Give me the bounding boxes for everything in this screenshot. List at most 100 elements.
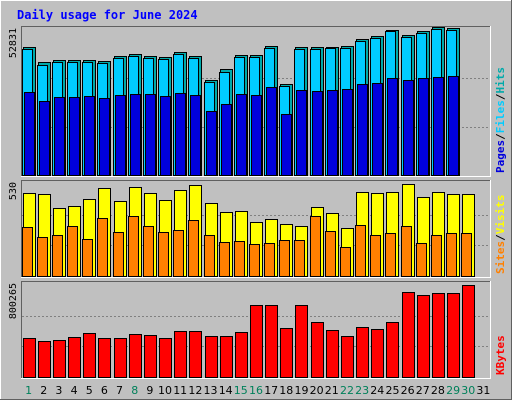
bar-pages-day-29	[448, 76, 459, 176]
bar-kbytes-day-undefined	[417, 295, 430, 378]
x-label-day-26: 26	[401, 384, 415, 397]
bar-sites-day-undefined	[97, 218, 108, 277]
bar-kbytes-day-undefined	[205, 336, 218, 378]
bar-sites-day-undefined	[113, 232, 124, 277]
bar-sites-day-undefined	[325, 231, 336, 277]
series-pages	[24, 76, 459, 176]
bar-kbytes-day-undefined	[98, 338, 111, 378]
bar-pages-day-25	[387, 78, 398, 176]
bar-pages-day-22	[342, 89, 353, 176]
bar-pages-day-11	[175, 93, 186, 176]
bar-sites-day-undefined	[82, 239, 93, 277]
bar-sites-day-undefined	[143, 226, 154, 277]
y-max-label: 800265	[8, 283, 19, 319]
bar-kbytes-day-undefined	[356, 327, 369, 378]
bar-sites-day-undefined	[279, 240, 290, 277]
bar-sites-day-undefined	[370, 235, 381, 277]
bar-sites-day-undefined	[461, 233, 472, 277]
y-max-label: 52831	[8, 28, 19, 58]
bar-kbytes-day-undefined	[129, 334, 142, 378]
bar-kbytes-day-undefined	[38, 341, 51, 378]
bar-pages-day-23	[357, 84, 368, 176]
bar-kbytes-day-undefined	[265, 305, 278, 378]
x-label-day-22: 22	[340, 384, 354, 397]
right-axis-label: Pages/Files/Hits	[494, 67, 507, 173]
bar-sites-day-undefined	[67, 226, 78, 277]
x-label-day-19: 19	[295, 384, 309, 397]
x-label-day-13: 13	[204, 384, 218, 397]
legend-pages: Pages	[494, 140, 507, 173]
x-label-day-24: 24	[370, 384, 384, 397]
bar-pages-day-18	[281, 114, 292, 176]
bar-sites-day-undefined	[431, 235, 442, 277]
bar-sites-day-undefined	[37, 237, 48, 277]
y-max-label: 530	[8, 182, 19, 200]
bar-pages-day-8	[130, 94, 141, 176]
bar-kbytes-day-undefined	[23, 338, 36, 378]
bar-kbytes-day-undefined	[326, 330, 339, 378]
x-label-day-9: 9	[146, 384, 153, 397]
bar-kbytes-day-undefined	[432, 293, 445, 378]
x-label-day-21: 21	[325, 384, 339, 397]
chart-title: Daily usage for June 2024	[17, 8, 198, 22]
right-axis-label: Sites/Visits	[494, 195, 507, 275]
bar-kbytes-day-undefined	[220, 336, 233, 378]
legend-sites: Sites	[494, 241, 507, 274]
bar-pages-day-10	[160, 96, 171, 176]
series-kbytes	[23, 285, 475, 378]
bar-kbytes-day-undefined	[189, 331, 202, 378]
x-label-day-2: 2	[40, 384, 47, 397]
x-label-day-5: 5	[86, 384, 93, 397]
x-axis-day-labels: 1 2 3 4 5 6 7 8 9 10 11 12 13 14 15 16 17 18 19 20 21 22 23 24 2…	[25, 384, 490, 397]
x-label-day-7: 7	[116, 384, 123, 397]
bar-kbytes-day-undefined	[114, 338, 127, 378]
bar-sites-day-undefined	[173, 230, 184, 277]
x-label-day-18: 18	[279, 384, 293, 397]
bar-kbytes-day-undefined	[144, 335, 157, 378]
bar-sites-day-undefined	[340, 247, 351, 277]
bar-pages-day-1	[24, 92, 35, 176]
bar-sites-day-undefined	[264, 243, 275, 277]
bar-sites-day-undefined	[188, 220, 199, 277]
x-label-day-29: 29	[446, 384, 460, 397]
x-label-day-20: 20	[310, 384, 324, 397]
x-label-day-23: 23	[355, 384, 369, 397]
bar-pages-day-20	[312, 91, 323, 176]
x-label-day-15: 15	[234, 384, 248, 397]
bar-pages-day-5	[84, 96, 95, 176]
x-label-day-3: 3	[55, 384, 62, 397]
bar-kbytes-day-undefined	[371, 329, 384, 378]
bar-pages-day-28	[433, 77, 444, 176]
bar-pages-day-27	[418, 78, 429, 176]
bar-sites-day-undefined	[128, 216, 139, 277]
x-label-day-10: 10	[158, 384, 172, 397]
bar-sites-day-undefined	[401, 226, 412, 277]
label-separator: /	[494, 234, 507, 241]
bar-pages-day-4	[69, 97, 80, 176]
x-label-day-31: 31	[476, 384, 490, 397]
bar-sites-day-undefined	[416, 243, 427, 277]
chart-panel-2: 530 Sites/Visits	[8, 180, 507, 278]
x-label-day-28: 28	[431, 384, 445, 397]
bar-pages-day-19	[296, 90, 307, 176]
label-separator: /	[494, 93, 507, 100]
bar-kbytes-day-undefined	[447, 293, 460, 378]
legend-visits: Visits	[494, 195, 507, 235]
bar-kbytes-day-undefined	[250, 305, 263, 378]
bar-pages-day-7	[115, 95, 126, 176]
bar-sites-day-undefined	[158, 232, 169, 277]
x-label-day-4: 4	[71, 384, 78, 397]
legend-files: Files	[494, 100, 507, 133]
bar-pages-day-15	[236, 94, 247, 176]
bar-sites-day-undefined	[294, 240, 305, 277]
bar-kbytes-day-undefined	[295, 305, 308, 378]
bar-sites-day-undefined	[385, 233, 396, 277]
bar-sites-day-undefined	[22, 227, 33, 277]
bar-pages-day-2	[39, 101, 50, 176]
bar-kbytes-day-undefined	[462, 285, 475, 378]
x-label-day-6: 6	[101, 384, 108, 397]
bar-kbytes-day-undefined	[235, 332, 248, 378]
bar-pages-day-24	[372, 83, 383, 176]
